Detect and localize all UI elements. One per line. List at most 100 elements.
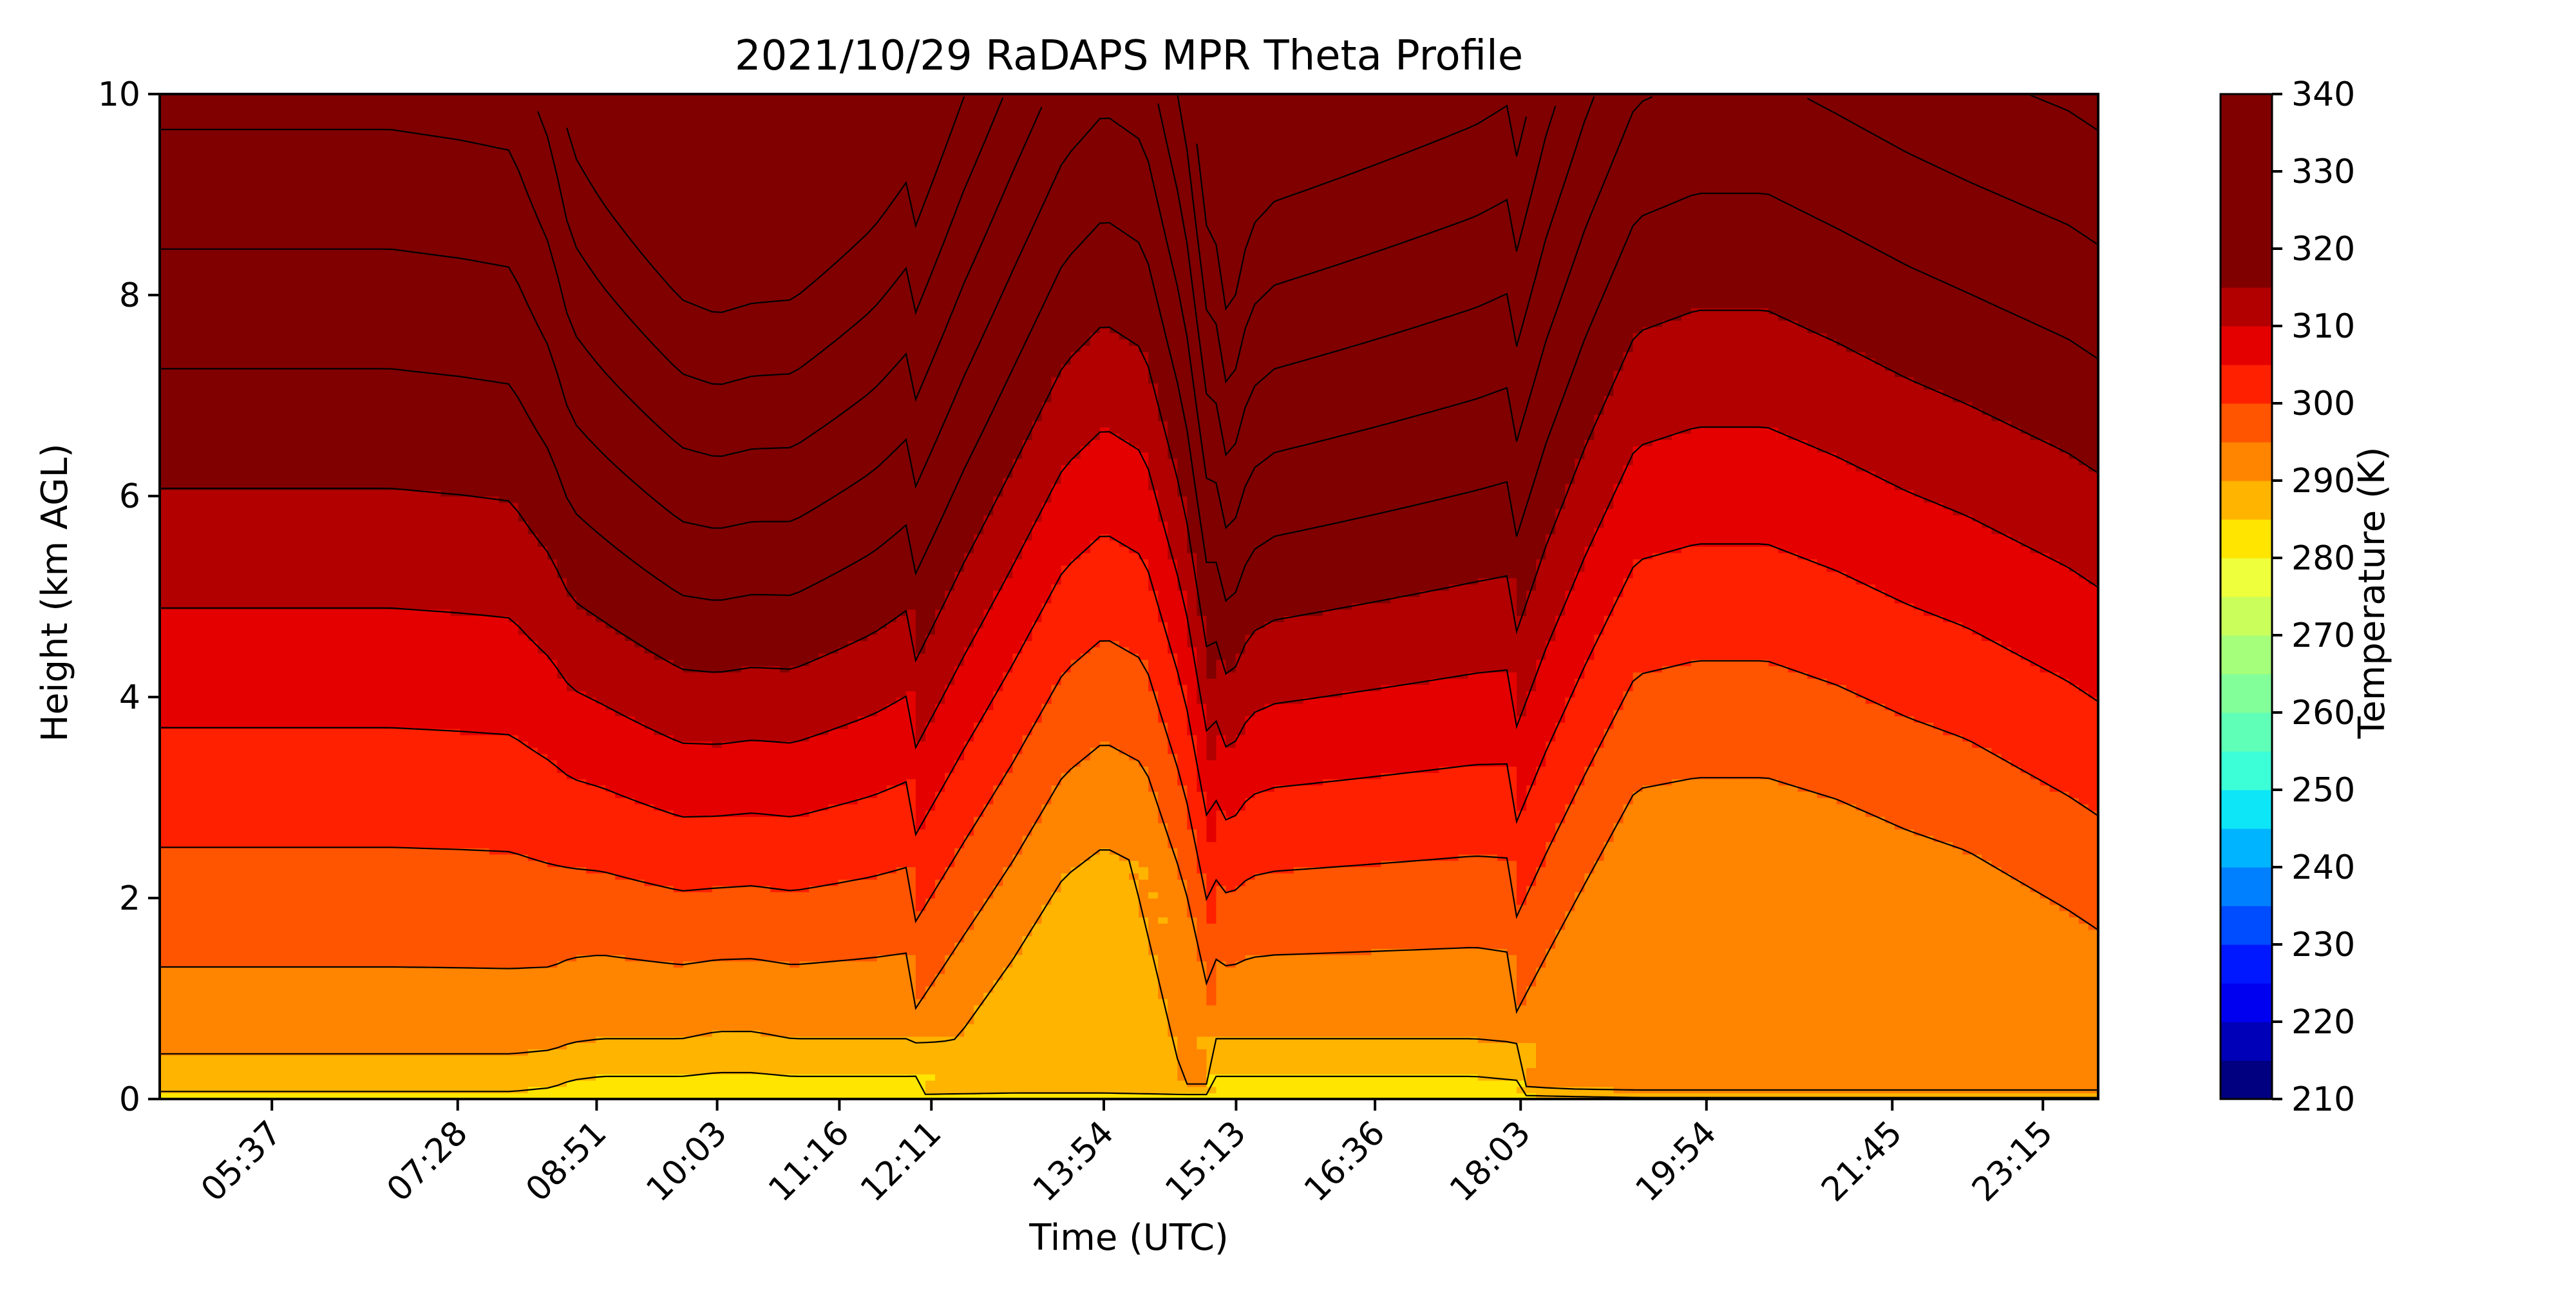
contour-fill-cell [876,546,887,629]
contour-line [536,94,1557,385]
contour-fill-cell [857,320,868,396]
contour-fill-cell [1400,948,1411,1037]
contour-fill-cell [460,734,471,848]
contour-fill-cell [1061,772,1072,874]
contour-fill-cell [1991,640,2002,754]
contour-fill-cell [1283,1074,1294,1099]
contour-fill-cell [731,961,742,1031]
contour-fill-cell [1206,678,1217,761]
contour-fill-cell [1080,760,1091,861]
contour-fill-cell [702,961,713,1037]
contour-fill-cell [227,131,238,252]
contour-fill-cell [1497,672,1508,767]
contour-fill-cell [1061,873,1072,1094]
contour-fill-cell [2001,533,2012,647]
contour-fill-cell [1410,1074,1421,1099]
contour-fill-cell [412,728,422,848]
contour-fill-cell [1139,144,1149,245]
contour-fill-cell [392,370,403,491]
contour-fill-cell [276,370,287,491]
contour-fill-cell [1235,1036,1246,1075]
contour-fill-cell [615,954,626,1037]
contour-fill-cell [1361,866,1372,955]
contour-fill-cell [2088,697,2098,811]
contour-fill-cell [1061,565,1072,673]
contour-fill-cell [383,131,393,252]
contour-fill-cell [402,131,413,252]
contour-fill-cell [1623,351,1634,466]
contour-fill-cell [905,609,916,692]
contour-fill-cell [596,954,607,1037]
contour-fill-cell [915,94,926,302]
contour-fill-cell [1099,426,1110,535]
contour-fill-cell [1546,640,1556,742]
contour-fill-cell [489,144,500,265]
contour-fill-cell [576,433,587,522]
contour-fill-cell [828,345,839,421]
contour-fill-cell [1642,100,1653,215]
contour-fill-cell [1778,320,1789,434]
contour-fill-cell [1274,452,1285,535]
contour-fill-cell [1216,961,1227,1037]
contour-fill-cell [508,854,519,968]
colorbar-tick-label: 210 [2291,1080,2355,1119]
contour-fill-cell [1352,433,1362,522]
contour-fill-cell [527,207,538,315]
contour-fill-cell [1274,94,1285,283]
contour-fill-cell [790,94,800,371]
contour-fill-cell [799,1036,810,1075]
contour-fill-cell [1807,100,1818,215]
contour-fill-cell [1012,854,1023,955]
contour-fill-cell [1400,94,1411,245]
contour-fill-cell [198,728,209,848]
contour-fill-cell [741,665,752,742]
contour-fill-cell [324,609,335,729]
contour-fill-cell [1759,195,1770,309]
contour-fill-cell [886,1074,897,1099]
contour-fill-cell [460,1093,471,1099]
contour-fill-cell [1526,590,1537,692]
contour-fill-cell [1749,659,1760,779]
contour-fill-cell [1884,1093,1895,1099]
contour-fill-cell [1517,326,1527,428]
contour-fill-cell [1972,295,1983,409]
colorbar-segment [2221,906,2272,945]
contour-fill-cell [848,879,858,962]
contour-fill-cell [634,879,645,962]
contour-fill-cell [876,791,887,874]
contour-fill-cell [402,94,413,133]
contour-fill-cell [780,94,791,378]
contour-fill-cell [527,426,538,535]
contour-fill-cell [605,1036,616,1075]
contour-fill-cell [1604,396,1615,510]
contour-fill-cell [1458,314,1469,403]
contour-fill-cell [557,866,567,962]
contour-fill-cell [876,94,887,302]
contour-fill-cell [857,879,868,962]
contour-fill-cell [1536,659,1546,767]
contour-fill-cell [925,898,936,987]
colorbar-segment [2221,442,2272,481]
contour-fill-cell [208,1093,219,1099]
contour-fill-cell [1168,559,1179,654]
contour-fill-cell [1235,810,1246,886]
contour-fill-cell [915,741,926,830]
contour-fill-cell [945,225,955,321]
contour-fill-cell [634,94,645,327]
contour-fill-cell [993,301,1004,403]
contour-fill-cell [1283,282,1294,365]
contour-fill-cell [1575,245,1586,352]
contour-fill-cell [489,615,500,736]
contour-fill-cell [761,816,771,886]
contour-fill-cell [1487,94,1498,208]
contour-fill-cell [1139,917,1149,1094]
contour-fill-cell [1381,426,1392,516]
contour-fill-cell [1129,760,1139,861]
contour-fill-cell [1051,584,1062,685]
contour-fill-cell [305,94,316,133]
contour-fill-cell [1264,540,1275,622]
contour-fill-cell [761,1036,771,1075]
contour-fill-cell [780,892,791,962]
contour-fill-cell [324,94,335,133]
contour-fill-cell [867,552,878,635]
